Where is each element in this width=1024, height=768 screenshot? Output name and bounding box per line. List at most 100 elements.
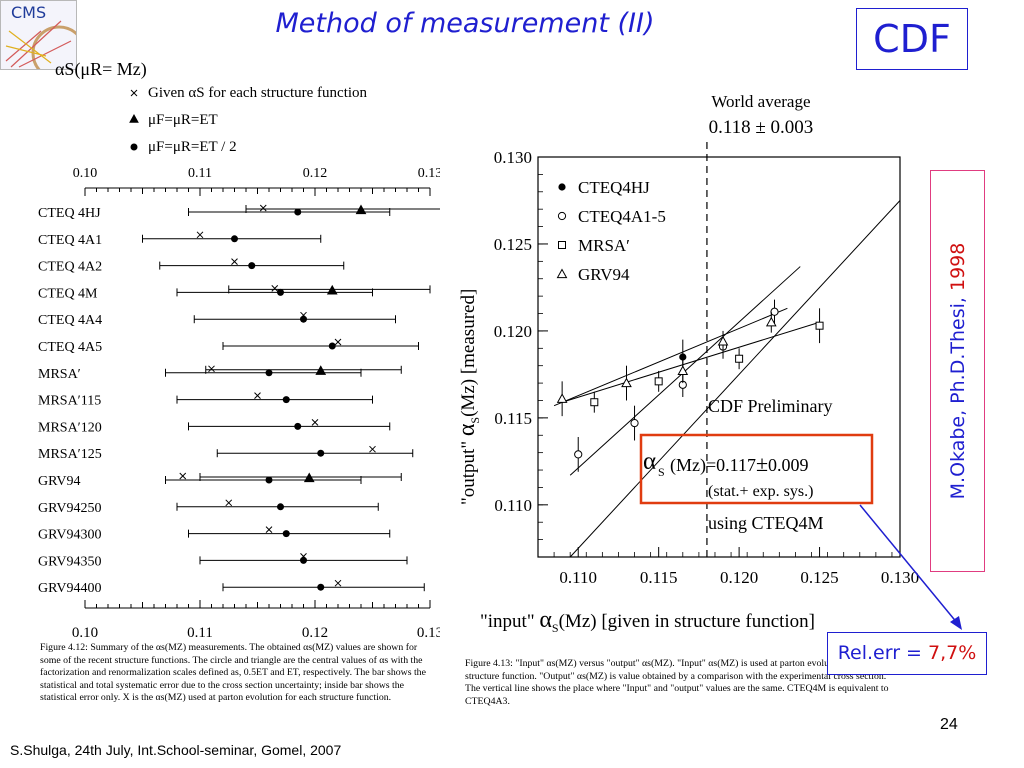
row-label-0: CTEQ 4HJ xyxy=(38,206,101,221)
cms-logo: CMS xyxy=(0,0,77,70)
y-axis-alpha-sub: S xyxy=(468,417,482,424)
relerr-label: Rel.err = xyxy=(837,642,929,664)
bottom-tick-label-3: 0.13 xyxy=(417,625,440,641)
data-point-open-triangle xyxy=(621,377,632,388)
triangle-marker xyxy=(303,472,315,483)
y-tick-label-4: 0.130 xyxy=(494,148,532,167)
y-tick-label-0: 0.110 xyxy=(494,496,532,515)
input-output-alpha-chart: 0.110 0.115 0.120 0.125 0.130 0.110 0.115 0.120… xyxy=(454,92,919,635)
circle-marker xyxy=(265,369,273,377)
given-alpha-marker xyxy=(179,472,187,480)
y-axis-label-pre: "output" xyxy=(458,436,479,505)
thesis-year: 1998 xyxy=(947,242,969,292)
given-alpha-marker-b xyxy=(225,499,233,507)
data-point-open-triangle xyxy=(717,335,729,346)
thesis-author: M.Okabe, Ph.D.Thesi, xyxy=(947,291,969,500)
data-point-open-triangle xyxy=(765,316,777,327)
legend-label-2: MRSA′ xyxy=(578,236,630,255)
given-alpha-marker xyxy=(225,499,233,507)
row-label-4: CTEQ 4A4 xyxy=(38,313,102,328)
row-label-10: GRV94 xyxy=(38,474,80,489)
data-point-open-circle xyxy=(630,418,639,428)
arrow-head xyxy=(950,616,962,630)
given-alpha-marker-b xyxy=(259,204,267,212)
given-alpha-marker xyxy=(208,365,215,373)
fit-line-2 xyxy=(553,307,788,407)
x-axis-alpha: α xyxy=(539,607,552,633)
x-axis-label-post: (Mz) [given in structure function] xyxy=(559,611,815,632)
world-average-value: 0.118 ± 0.003 xyxy=(709,117,814,138)
given-alpha-marker-b xyxy=(208,365,215,373)
bottom-tick-label-1: 0.11 xyxy=(187,625,213,641)
x-axis-label: "input" αS(Mz) [given in structure funct… xyxy=(480,607,815,635)
triangle-marker xyxy=(326,284,338,295)
cdf-label: CDF xyxy=(856,8,968,70)
y-axis-alpha: α xyxy=(454,423,480,436)
data-point-open-square xyxy=(654,377,663,386)
result-alpha-symbol: α xyxy=(643,448,656,475)
figure-4-13-caption: Figure 4.13: "Input" αs(MZ) versus "outp… xyxy=(465,658,889,707)
legend-marker-filled-circle xyxy=(558,183,566,191)
circle-marker xyxy=(248,262,256,270)
y-tick-label-3: 0.125 xyxy=(494,235,532,254)
legend-marker-circle xyxy=(130,143,138,151)
given-alpha-marker-b xyxy=(196,231,204,239)
y-tick-label-1: 0.115 xyxy=(494,409,532,428)
diagonal-line xyxy=(569,200,901,558)
data-point-open-square xyxy=(815,321,824,330)
legend-entry-2: μF=μR=ET / 2 xyxy=(148,139,237,155)
data-point-filled-circle xyxy=(679,353,687,361)
figure-4-12-caption: Figure 4.12: Summary of the αs(MZ) measu… xyxy=(40,642,426,703)
x-tick-label-1: 0.115 xyxy=(640,568,678,587)
result-pm: ± xyxy=(756,451,768,476)
x-axis-label-pre: "input" xyxy=(480,611,539,632)
legend-label-1: CTEQ4A1-5 xyxy=(578,207,666,226)
given-alpha-marker-b xyxy=(231,258,238,265)
x-axis-alpha-sub: S xyxy=(552,621,559,635)
circle-marker xyxy=(282,396,290,404)
circle-marker xyxy=(294,422,302,430)
legend-marker-x xyxy=(130,89,138,97)
top-tick-label-0: 0.10 xyxy=(73,166,98,181)
legend-marker-triangle xyxy=(129,113,139,123)
top-tick-label-1: 0.11 xyxy=(188,166,212,181)
circle-marker xyxy=(317,449,325,457)
x-tick-label-4: 0.130 xyxy=(881,568,919,587)
circle-marker xyxy=(328,342,336,350)
given-alpha-marker xyxy=(265,526,273,533)
row-label-2: CTEQ 4A2 xyxy=(38,260,102,275)
given-alpha-marker-b xyxy=(334,338,342,346)
given-alpha-marker-b xyxy=(179,472,187,480)
relerr-value: 7,7% xyxy=(928,642,977,664)
result-alpha-sub: S xyxy=(658,465,665,479)
data-point-open-square xyxy=(735,354,744,363)
y-tick-label-2: 0.120 xyxy=(494,322,532,341)
circle-marker xyxy=(317,583,325,591)
legend-entry-0: Given αS for each structure function xyxy=(148,85,368,101)
data-point-open-triangle xyxy=(556,393,568,403)
thesis-reference-box xyxy=(930,170,985,572)
arrow-line xyxy=(859,504,959,625)
circle-marker xyxy=(294,208,302,216)
page-number: 24 xyxy=(940,716,958,733)
given-alpha-marker xyxy=(334,338,342,346)
given-alpha-marker-b xyxy=(254,392,261,399)
using-label: using CTEQ4M xyxy=(708,513,824,533)
cms-logo-text: CMS xyxy=(11,3,47,22)
data-point-open-circle xyxy=(770,307,779,316)
footer-text: S.Shulga, 24th July, Int.School-seminar,… xyxy=(10,742,342,758)
given-alpha-marker xyxy=(311,419,319,426)
row-label-8: MRSA′120 xyxy=(38,420,102,435)
relative-error-box: Rel.err = 7,7% xyxy=(827,632,987,675)
triangle-marker xyxy=(355,204,367,215)
top-tick-label-3: 0.13 xyxy=(418,166,440,181)
bottom-tick-label-2: 0.12 xyxy=(302,625,328,641)
bottom-tick-label-0: 0.10 xyxy=(72,625,98,641)
triangle-marker xyxy=(315,365,327,375)
result-box xyxy=(639,433,874,505)
legend-label-3: GRV94 xyxy=(578,265,630,284)
result-note: (stat.+ exp. sys.) xyxy=(708,483,813,500)
legend-label-0: CTEQ4HJ xyxy=(578,178,650,197)
legend-entry-1: μF=μR=ET xyxy=(148,112,218,128)
x-tick-label-3: 0.125 xyxy=(800,568,838,587)
